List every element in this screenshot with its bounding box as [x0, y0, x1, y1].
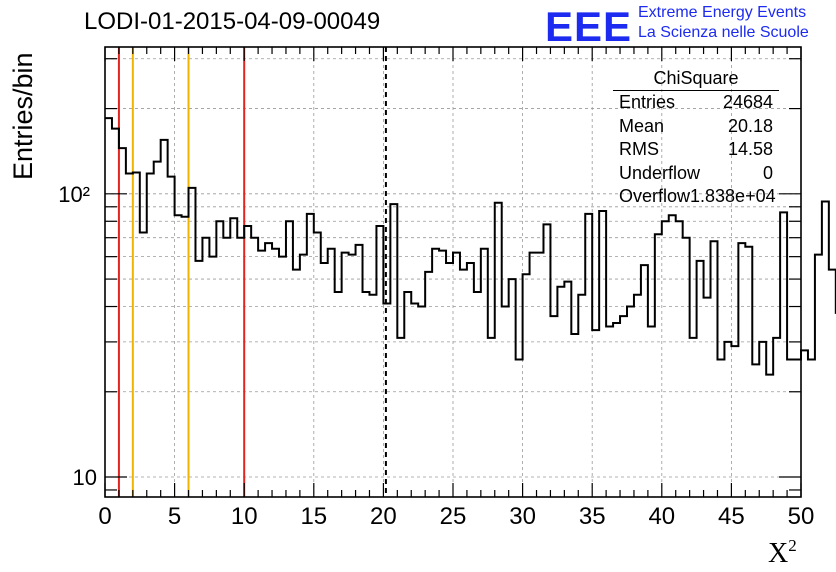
histogram-series [105, 117, 836, 376]
y-tick-label: 10 [73, 465, 97, 490]
x-tick-label: 15 [300, 503, 327, 530]
x-tick-label: 10 [231, 503, 258, 530]
tick-labels: 0 5 10 15 20 25 30 35 40 45 50 10 10² [58, 182, 814, 530]
x-tick-label: 30 [509, 503, 536, 530]
x-axis-label: X2 [768, 536, 797, 569]
x-tick-label: 20 [370, 503, 397, 530]
x-tick-label: 5 [168, 503, 181, 530]
x-tick-label: 40 [648, 503, 675, 530]
stats-title: ChiSquare [613, 68, 779, 91]
x-tick-label: 50 [788, 503, 815, 530]
histogram-outline [105, 117, 836, 376]
stats-row-mean: Mean 20.18 [613, 115, 779, 139]
stats-value: 14.58 [727, 139, 773, 159]
eee-logo: EEE [545, 3, 633, 50]
stats-value: 1.838e+04 [690, 186, 776, 206]
stats-label: Overflow [619, 186, 691, 206]
stats-box: ChiSquare Entries 24684 Mean 20.18 RMS 1… [613, 68, 779, 209]
marker-lines [117, 47, 387, 497]
stats-label: RMS [619, 139, 659, 159]
y-tick-label: 10² [58, 182, 90, 207]
stats-row-entries: Entries 24684 [613, 91, 779, 115]
logo-line-2: La Scienza nelle Scuole [638, 24, 809, 41]
stats-label: Entries [619, 92, 676, 112]
x-tick-label: 35 [579, 503, 606, 530]
x-tick-label: 45 [718, 503, 745, 530]
stats-row-underflow: Underflow 0 [613, 162, 779, 186]
stats-value: 0 [762, 162, 773, 183]
logo-line-1: Extreme Energy Events [638, 4, 807, 21]
stats-value: 24684 [722, 92, 773, 112]
x-tick-label: 0 [98, 503, 111, 530]
stats-row-rms: RMS 14.58 [613, 138, 779, 162]
stats-row-overflow: Overflow 1.838e+04 [613, 185, 779, 209]
chart-title: LODI-01-2015-04-09-00049 [84, 8, 381, 35]
stats-value: 20.18 [727, 115, 773, 136]
y-axis-label: Entries/bin [8, 52, 38, 180]
axis-ticks [104, 47, 802, 497]
stats-label: Underflow [619, 162, 701, 183]
stats-label: Mean [619, 115, 665, 136]
x-tick-label: 25 [440, 503, 467, 530]
